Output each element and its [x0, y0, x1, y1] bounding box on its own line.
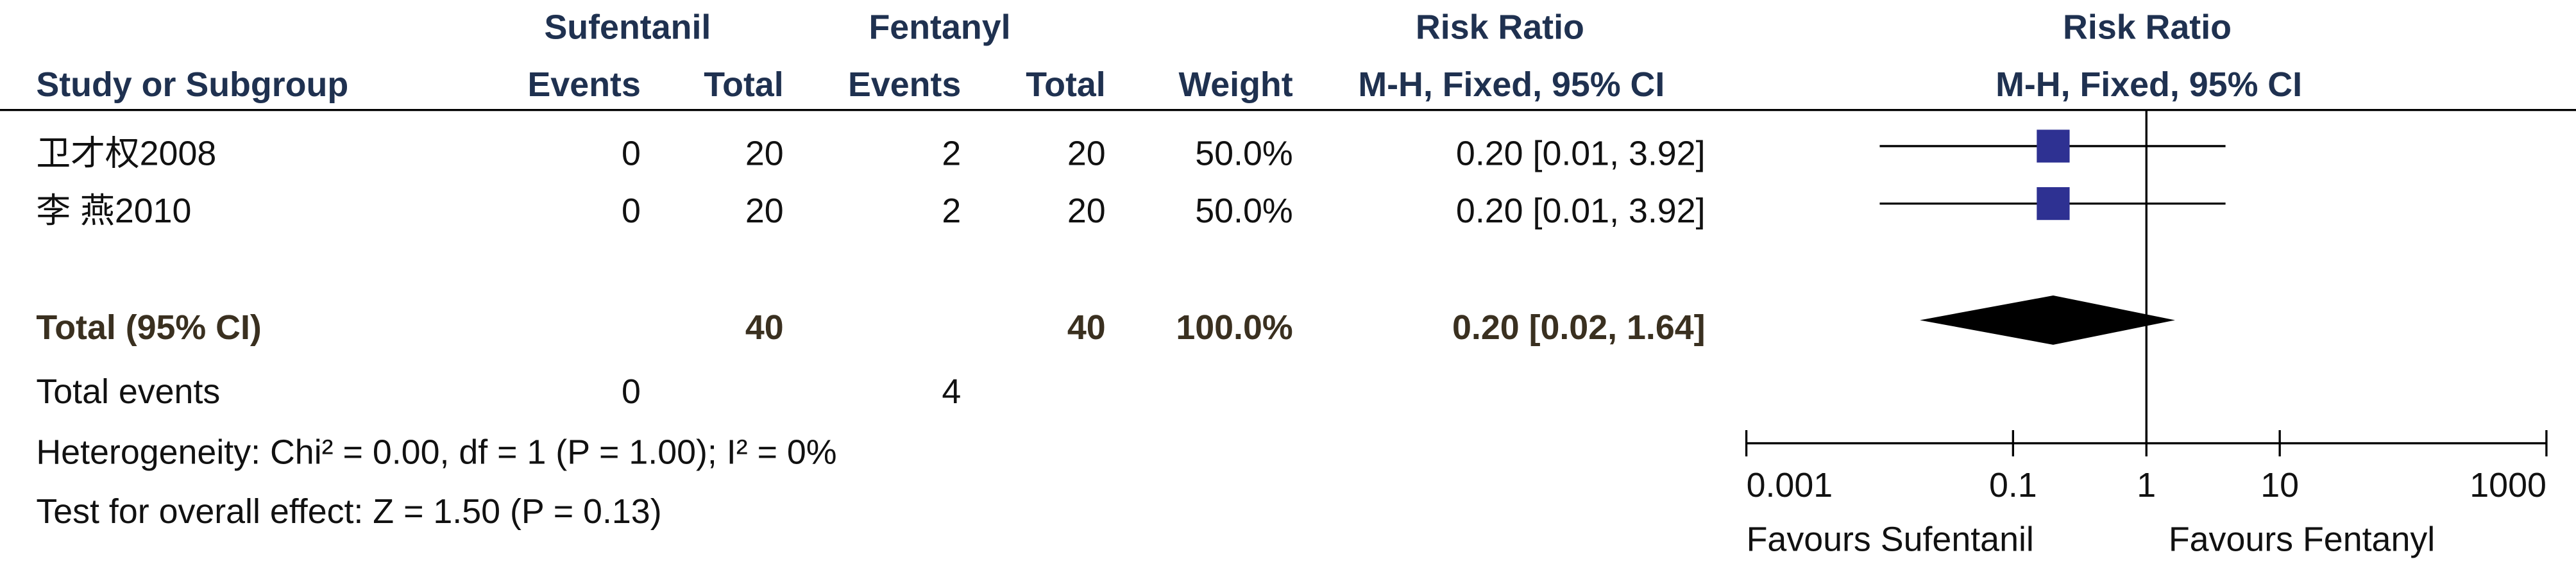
overall-effect: Test for overall effect: Z = 1.50 (P = 0… — [36, 492, 661, 531]
x-tick-label: 10 — [2260, 466, 2299, 504]
total-events-cell: 0 — [622, 372, 641, 411]
study-cell: 20 — [1067, 135, 1106, 173]
total-ci: 0.20 [0.02, 1.64] — [1452, 308, 1706, 347]
group-header: Risk Ratio — [2063, 8, 2232, 46]
study-square — [2037, 187, 2070, 220]
total-events-cell: 4 — [942, 372, 961, 411]
column-header: Weight — [1178, 65, 1292, 104]
x-label-right: Favours Fentanyl — [2169, 520, 2435, 558]
study-name: 卫才权2008 — [36, 135, 216, 173]
total-cell: 40 — [745, 308, 784, 347]
study-ci: 0.20 [0.01, 3.92] — [1456, 135, 1706, 173]
column-header: Events — [528, 65, 641, 104]
total-name: Total (95% CI) — [36, 308, 262, 347]
column-header: Total — [1026, 65, 1105, 104]
study-cell: 0 — [622, 192, 641, 230]
x-tick-label: 1 — [2137, 466, 2156, 504]
study-cell: 50.0% — [1195, 135, 1292, 173]
column-header: M-H, Fixed, 95% CI — [1358, 65, 1665, 104]
total-diamond — [1920, 295, 2175, 345]
study-cell: 50.0% — [1195, 192, 1292, 230]
x-tick-label: 0.001 — [1747, 466, 1833, 504]
total-events-label: Total events — [36, 372, 220, 411]
study-square — [2037, 129, 2070, 163]
group-header: Fentanyl — [869, 8, 1010, 46]
study-cell: 20 — [1067, 192, 1106, 230]
study-cell: 0 — [622, 135, 641, 173]
study-cell: 2 — [942, 192, 961, 230]
column-header: M-H, Fixed, 95% CI — [1996, 65, 2302, 104]
total-cell: 100.0% — [1176, 308, 1292, 347]
study-name: 李 燕2010 — [36, 192, 191, 230]
column-header: Study or Subgroup — [36, 65, 348, 104]
study-cell: 20 — [745, 192, 784, 230]
column-header: Total — [704, 65, 783, 104]
heterogeneity: Heterogeneity: Chi² = 0.00, df = 1 (P = … — [36, 433, 836, 472]
study-cell: 20 — [745, 135, 784, 173]
x-label-left: Favours Sufentanil — [1747, 520, 2034, 558]
x-tick-label: 1000 — [2470, 466, 2546, 504]
study-cell: 2 — [942, 135, 961, 173]
column-header: Events — [848, 65, 961, 104]
group-header: Risk Ratio — [1416, 8, 1584, 46]
x-tick-label: 0.1 — [1989, 466, 2037, 504]
total-cell: 40 — [1067, 308, 1106, 347]
group-header: Sufentanil — [544, 8, 711, 46]
study-ci: 0.20 [0.01, 3.92] — [1456, 192, 1706, 230]
